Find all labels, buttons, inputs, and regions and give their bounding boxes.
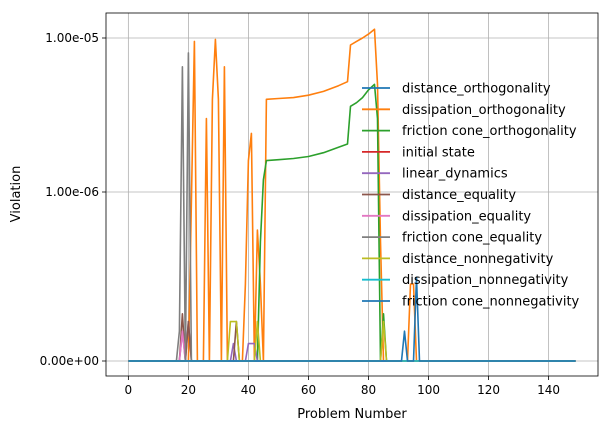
legend-label: linear_dynamics [402,167,508,182]
x-tick-label: 20 [181,383,196,397]
series-line-linear-dynamics [128,320,576,362]
series-line-friction-cone-orthogonality [128,83,576,362]
legend-label: friction cone_orthogonality [402,124,577,139]
series-line-friction-cone-equality [128,52,576,362]
legend-label: distance_equality [402,188,516,203]
legend-label: distance_nonnegativity [402,252,554,267]
legend-label: dissipation_equality [402,209,531,224]
legend-label: dissipation_nonnegativity [402,273,569,288]
x-tick-label: 100 [417,383,440,397]
x-tick-label: 60 [301,383,316,397]
y-axis-label: Violation [9,166,24,223]
y-tick-label: 1.00e-06 [45,185,99,199]
series-line-distance-nonnegativity [128,320,576,362]
legend-label: friction cone_equality [402,231,542,246]
series-line-friction-cone-nonnegativity [128,276,576,362]
legend-label: initial state [402,145,475,160]
x-axis-label: Problem Number [297,407,407,422]
x-tick-label: 0 [125,383,133,397]
x-tick-label: 80 [361,383,376,397]
x-tick-label: 140 [537,383,560,397]
legend-label: dissipation_orthogonality [402,103,566,118]
x-tick-label: 40 [241,383,256,397]
series-line-distance-equality [128,313,576,362]
series-layer [128,28,576,362]
ticks-layer: 0 20 40 60 80 100 120 140 0.00e+00 1.00e-06 1.00e-… [40,31,561,397]
plot-frame [105,12,599,377]
legend-label: friction cone_nonnegativity [402,295,580,310]
legend: distance_orthogonality dissipation_orthog… [362,82,580,310]
x-tick-label: 120 [477,383,500,397]
y-tick-label: 0.00e+00 [40,354,99,368]
legend-label: distance_orthogonality [402,82,551,97]
series-line-dissipation-equality [128,330,576,362]
y-tick-label: 1.00e-05 [45,31,99,45]
